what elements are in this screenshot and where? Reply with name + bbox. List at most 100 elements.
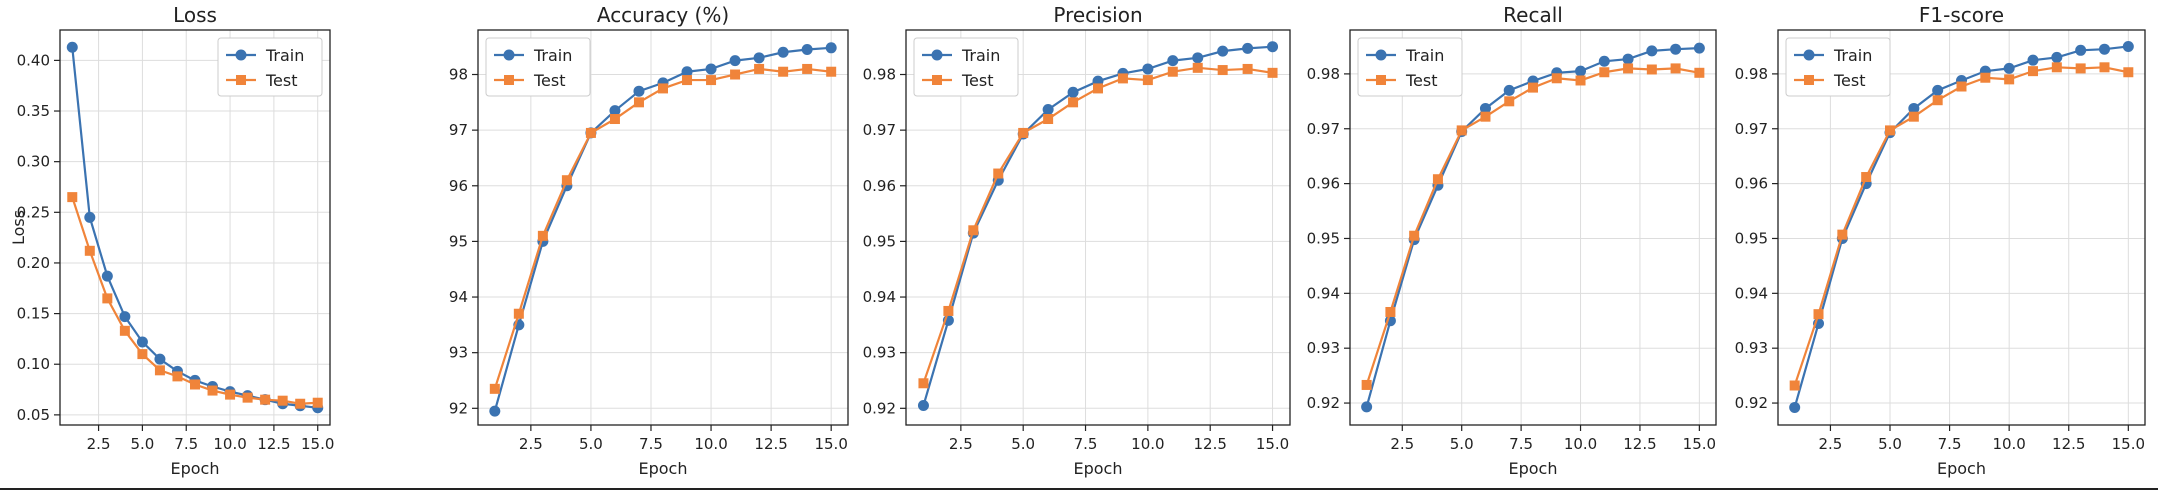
data-point-test xyxy=(260,394,271,405)
data-point-train xyxy=(489,405,501,417)
x-tick-label: 2.5 xyxy=(1390,435,1414,453)
data-point-train xyxy=(66,41,78,53)
legend: Train Test xyxy=(913,37,1019,97)
data-point-test xyxy=(225,389,236,400)
data-point-test xyxy=(1789,380,1800,391)
x-tick-label: 5.0 xyxy=(130,435,154,453)
data-point-train xyxy=(1932,84,1944,96)
plot-frame xyxy=(477,29,849,426)
data-point-test xyxy=(1432,174,1443,185)
data-point-test xyxy=(489,383,500,394)
legend: Train Test xyxy=(1785,37,1891,97)
data-point-train xyxy=(1267,41,1279,53)
x-tick-label: 15.0 xyxy=(2112,435,2145,453)
legend-label-train: Train xyxy=(961,46,1000,65)
y-tick-label: 94 xyxy=(449,288,468,306)
y-tick-label: 0.98 xyxy=(863,66,896,84)
y-tick-label: 0.97 xyxy=(1735,120,1768,138)
legend-marker-train xyxy=(503,49,515,61)
y-tick-label: 0.96 xyxy=(1735,175,1768,193)
x-axis-label: Epoch xyxy=(1074,459,1123,478)
x-tick-label: 15.0 xyxy=(1256,435,1289,453)
data-point-test xyxy=(513,308,524,319)
x-tick-label: 7.5 xyxy=(1509,435,1533,453)
data-point-train xyxy=(2098,43,2110,55)
data-point-test xyxy=(968,225,979,236)
data-point-test xyxy=(1575,75,1586,86)
data-point-test xyxy=(1694,67,1705,78)
legend-marker-train xyxy=(1803,49,1815,61)
data-point-train xyxy=(1361,401,1373,413)
data-point-train xyxy=(633,85,645,97)
y-tick-label: 0.30 xyxy=(17,153,50,171)
chart-panel-5: 2.5 5.0 7.5 10.0 12.5 15.0 0.92 0.93 0.94 0.95 0.9… xyxy=(1735,3,2146,478)
y-tick-label: 0.97 xyxy=(863,121,896,139)
data-point-test xyxy=(537,230,548,241)
panel-title: Loss xyxy=(173,3,217,27)
series-line-train xyxy=(71,47,318,409)
data-point-test xyxy=(561,175,572,186)
data-point-test xyxy=(1267,67,1278,78)
y-tick-label: 0.95 xyxy=(1735,229,1768,247)
legend-label-test: Test xyxy=(961,71,994,90)
data-point-test xyxy=(1409,230,1420,241)
x-tick-label: 12.5 xyxy=(257,435,290,453)
y-tick-label: 0.98 xyxy=(1307,65,1340,83)
data-point-train xyxy=(801,43,813,55)
data-point-train xyxy=(1789,401,1801,413)
y-tick-label: 0.20 xyxy=(17,254,50,272)
panel-title: Precision xyxy=(1053,3,1142,27)
data-point-test xyxy=(2075,63,2086,74)
data-point-train xyxy=(1908,102,1920,114)
data-point-test xyxy=(706,75,717,86)
y-tick-label: 0.94 xyxy=(1735,284,1768,302)
data-point-train xyxy=(1693,42,1705,54)
data-point-test xyxy=(1885,125,1896,136)
legend-marker-test xyxy=(504,75,514,85)
x-tick-label: 15.0 xyxy=(814,435,847,453)
legend: Train Test xyxy=(217,37,323,97)
data-point-test xyxy=(1646,64,1657,75)
data-point-train xyxy=(1479,102,1491,114)
data-point-train xyxy=(1217,45,1229,57)
data-point-test xyxy=(1551,73,1562,84)
data-point-test xyxy=(1217,65,1228,76)
data-point-test xyxy=(1117,73,1128,84)
x-tick-label: 2.5 xyxy=(949,435,973,453)
data-point-test xyxy=(943,305,954,316)
data-point-test xyxy=(1361,379,1372,390)
x-tick-label: 12.5 xyxy=(1194,435,1227,453)
data-point-test xyxy=(67,192,78,203)
data-point-train xyxy=(1242,42,1254,54)
y-tick-label: 0.35 xyxy=(17,102,50,120)
data-point-test xyxy=(826,66,837,77)
data-point-test xyxy=(1043,114,1054,125)
data-point-test xyxy=(154,365,165,376)
data-point-test xyxy=(1980,72,1991,83)
data-point-train xyxy=(2122,40,2134,52)
x-tick-label: 2.5 xyxy=(87,435,111,453)
y-tick-label: 0.93 xyxy=(863,344,896,362)
data-point-test xyxy=(1908,111,1919,122)
data-point-train xyxy=(1192,52,1204,64)
data-point-test xyxy=(1242,63,1253,74)
data-point-test xyxy=(658,83,668,94)
data-point-test xyxy=(1528,82,1538,93)
data-point-train xyxy=(1142,63,1154,75)
data-point-test xyxy=(1142,75,1153,86)
data-point-train xyxy=(1575,65,1587,77)
legend-marker-test xyxy=(1376,75,1386,85)
data-point-train xyxy=(119,311,131,323)
data-point-test xyxy=(1456,125,1467,136)
data-point-train xyxy=(101,270,113,282)
chart-panel-3: 2.5 5.0 7.5 10.0 12.5 15.0 0.92 0.93 0.94 0.95 0.9… xyxy=(863,3,1291,478)
data-point-test xyxy=(119,325,130,336)
plot-frame xyxy=(1349,29,1717,426)
x-tick-label: 10.0 xyxy=(213,435,246,453)
x-tick-label: 10.0 xyxy=(1564,435,1597,453)
data-point-test xyxy=(585,127,596,138)
x-axis-label: Epoch xyxy=(1509,459,1558,478)
data-point-train xyxy=(705,63,717,75)
data-point-train xyxy=(1167,55,1179,67)
data-point-train xyxy=(609,105,621,117)
